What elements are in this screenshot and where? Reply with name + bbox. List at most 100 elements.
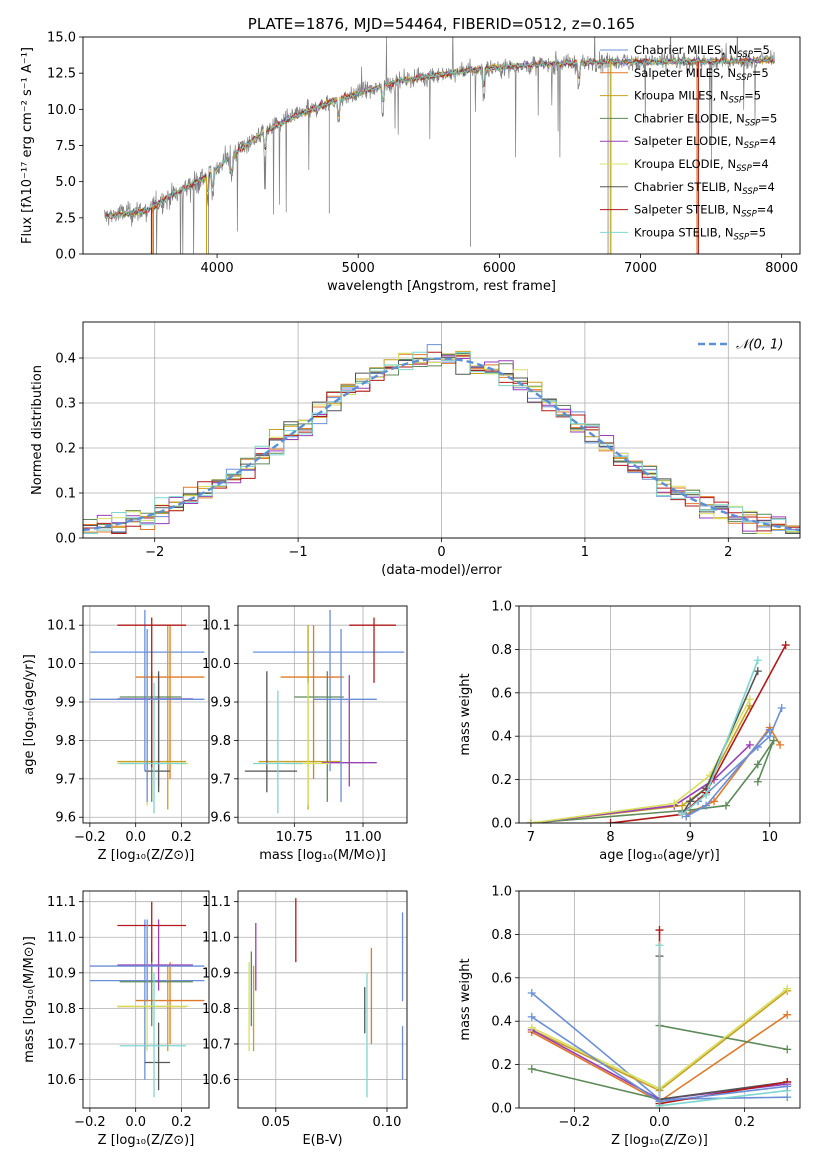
x-axis-label: Z [log₁₀(Z/Z⊙)] [98,848,195,863]
legend-text: Salpeter ELODIE, N [634,134,744,148]
y-tick-label: 10.8 [202,1002,231,1017]
plot-area-age_vs_Z [89,609,205,814]
axes-frame [82,605,210,824]
y-axis-label: Normed distribution [30,365,45,495]
x-tick-label: −0.2 [74,1115,106,1130]
x-tick-label: 7000 [624,261,657,276]
y-axis-label: age [log₁₀(age/yr)] [22,654,37,775]
x-tick-label: 6000 [483,261,516,276]
legend-entry: Kroupa STELIB, NSSP=5 [634,225,766,242]
mass-weight-marker [527,1012,536,1021]
y-tick-label: 5.0 [55,175,76,190]
mass-weight-marker [526,819,535,823]
x-tick-label: 0.2 [171,830,192,845]
plot-area-spectrum [104,37,775,254]
legend-n: =4 [758,180,775,194]
x-tick-label: −0.2 [74,830,106,845]
mass-weight-marker [655,926,664,935]
mass-weight-marker [527,1064,536,1073]
y-tick-label: 0.2 [55,442,76,457]
axes-frame [518,605,801,824]
axes-frame [237,605,408,824]
mass-weight-marker [678,801,687,810]
y-tick-label: 0.0 [491,1102,512,1117]
y-tick-label: 9.8 [210,734,231,749]
panel-age_vs_mass: 10.75 11.00 9.6 9.7 9.8 9.9 10.0 10.1 mass [log₁… [202,605,408,863]
x-tick-label: 0.2 [171,1115,192,1130]
y-tick-label: 10.7 [202,1037,231,1052]
mass-weight-marker [710,797,719,806]
x-tick-label: 5000 [342,261,375,276]
y-tick-label: 9.7 [210,772,231,787]
x-axis-label: E(B-V) [302,1133,342,1148]
mass-weight-marker [783,1082,792,1091]
plot-area-mass_vs_Z [89,901,205,1098]
mass-weight-marker [670,799,679,808]
mass-weight-marker [776,740,785,749]
chart-title: PLATE=1876, MJD=54464, FIBERID=0512, z=0… [248,15,635,33]
mass-weight-marker [606,819,615,823]
x-tick-label: 0.05 [261,1115,290,1130]
plot-area-mass_vs_ebv [248,898,404,1098]
legend-n: =4 [759,134,776,148]
legend-text: Salpeter STELIB, N [634,203,741,217]
legend-n: =4 [757,203,774,217]
legend-sub: SSP [736,164,752,174]
y-tick-label: 9.6 [55,811,76,826]
y-tick-label: 0.6 [491,971,512,986]
y-tick-label: 7.5 [55,139,76,154]
legend-entry: Chabrier STELIB, NSSP=4 [634,180,775,197]
y-tick-label: 0.8 [491,928,512,943]
y-tick-label: 0.2 [491,1058,512,1073]
grid [238,606,407,823]
y-tick-label: 10.1 [202,619,231,634]
legend-sub: SSP [745,118,761,128]
x-axis-label: age [log₁₀(age/yr)] [599,848,720,863]
y-tick-label: 0.0 [55,248,76,263]
mass-weight-marker [655,941,664,950]
plot-area-massweight_vs_age [526,641,790,823]
legend-n: =5 [753,43,770,57]
legend-text: Chabrier ELODIE, N [634,111,745,125]
x-tick-label: 0 [437,545,445,560]
x-axis-label: Z [log₁₀(Z/Z⊙)] [611,1133,708,1148]
y-tick-label: 0.6 [491,686,512,701]
axes-frame [237,890,408,1109]
panel-mass_vs_Z: −0.2 0.0 0.2 10.6 10.7 10.8 10.9 11.0 11.1 Z [log… [22,890,210,1148]
y-tick-label: 10.7 [47,1037,76,1052]
panel-age_vs_Z: −0.2 0.0 0.2 9.6 9.7 9.8 9.9 10.0 10.1 Z [log₁₀(Z… [22,605,210,863]
mass-weight-marker [753,667,762,676]
legend-sub: SSP [737,50,753,60]
x-tick-label: 0.0 [125,1115,146,1130]
y-tick-label: 11.0 [47,931,76,946]
y-tick-label: 0.4 [55,352,76,367]
y-tick-label: 10.0 [47,103,76,118]
legend-entry: Salpeter STELIB, NSSP=4 [634,203,774,220]
legend-entry: Kroupa ELODIE, NSSP=4 [634,157,769,174]
plot-area-residuals [83,344,800,534]
x-tick-label: 10 [761,830,778,845]
y-tick-label: 9.7 [55,772,76,787]
mass-weight-marker [655,1097,664,1106]
legend-entry: Salpeter ELODIE, NSSP=4 [634,134,776,151]
grid [519,605,800,824]
y-tick-label: 2.5 [55,211,76,226]
mass-weight-marker [783,984,792,993]
y-tick-label: 0.0 [55,532,76,547]
mass-weight-line-1 [685,726,781,816]
mass-weight-marker [765,725,774,734]
mass-weight-marker [527,1023,536,1032]
x-tick-label: 9 [686,830,694,845]
axes-frame [82,36,801,255]
legend-entry: Chabrier MILES, NSSP=5 [634,43,770,60]
mass-weight-marker [682,812,691,821]
y-tick-label: 10.1 [47,619,76,634]
mass-weight-marker [777,703,786,712]
x-tick-label: 0.0 [125,830,146,845]
legend-text: Kroupa STELIB, N [634,225,734,239]
y-axis-label: mass [log₁₀(M/M⊙)] [22,936,37,1063]
x-axis-label: mass [log₁₀(M/M⊙)] [259,848,386,863]
x-tick-label: 2 [724,545,732,560]
y-tick-label: 11.1 [47,895,76,910]
grid [83,891,209,1108]
